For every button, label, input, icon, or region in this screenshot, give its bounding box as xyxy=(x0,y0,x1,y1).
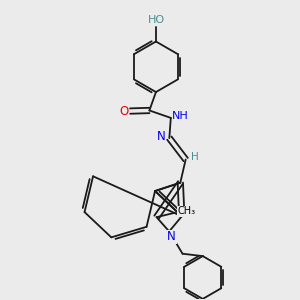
Text: N: N xyxy=(157,130,165,143)
Text: H: H xyxy=(191,152,199,162)
Text: O: O xyxy=(119,105,128,118)
Text: CH₃: CH₃ xyxy=(177,206,195,216)
Text: N: N xyxy=(167,230,176,243)
Text: HO: HO xyxy=(147,15,164,25)
Text: NH: NH xyxy=(172,111,189,122)
